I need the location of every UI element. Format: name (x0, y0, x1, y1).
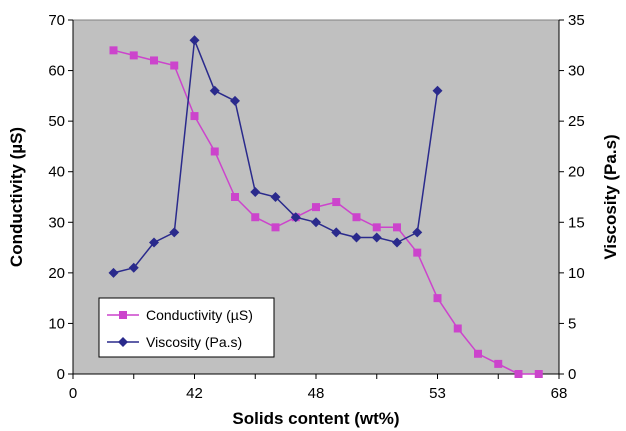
left-tick-label: 0 (57, 366, 65, 383)
right-tick-label: 0 (568, 366, 576, 383)
conductivity-point (494, 359, 503, 368)
x-tick-label: 0 (69, 385, 77, 402)
left-axis-title: Conductivity (µS) (7, 127, 26, 267)
conductivity-point (210, 147, 219, 156)
viscosity-point (128, 262, 139, 273)
conductivity-point (271, 223, 280, 232)
conductivity-point (372, 223, 381, 232)
right-tick-label: 30 (568, 63, 585, 80)
left-tick-label: 20 (48, 265, 65, 282)
viscosity-point (351, 232, 362, 243)
right-tick-label: 20 (568, 164, 585, 181)
conductivity-point (413, 248, 422, 257)
x-tick-label: 68 (551, 385, 568, 402)
right-tick-label: 35 (568, 12, 585, 29)
conductivity-point (251, 213, 260, 222)
legend-viscosity-label: Viscosity (Pa.s) (146, 334, 242, 350)
viscosity-point (331, 227, 342, 238)
x-tick-label: 42 (186, 385, 203, 402)
left-y-axis: 0 10 20 30 40 50 60 70 (48, 12, 74, 383)
x-tick-label: 53 (429, 385, 446, 402)
right-tick-label: 15 (568, 214, 585, 231)
conductivity-line (113, 49, 539, 375)
x-tick-label: 48 (308, 385, 325, 402)
conductivity-point (312, 203, 320, 212)
left-tick-label: 10 (48, 315, 65, 332)
viscosity-point (149, 237, 159, 248)
right-tick-label: 5 (568, 315, 576, 332)
conductivity-point (393, 223, 401, 232)
conductivity-point (129, 51, 138, 60)
series-layer (108, 35, 543, 378)
conductivity-point (231, 193, 239, 201)
viscosity-point (250, 186, 261, 197)
right-axis-title: Viscosity (Pa.s) (601, 134, 620, 259)
left-tick-label: 30 (48, 214, 65, 231)
viscosity-point (371, 232, 382, 243)
viscosity-series (108, 35, 443, 278)
viscosity-point (169, 227, 180, 238)
viscosity-point (311, 217, 321, 228)
viscosity-point (412, 227, 423, 238)
viscosity-point (270, 192, 281, 202)
viscosity-point (108, 267, 119, 278)
right-tick-label: 25 (568, 113, 585, 130)
conductivity-point (170, 61, 179, 70)
conductivity-point (453, 324, 462, 333)
conductivity-point (332, 198, 341, 207)
right-tick-label: 10 (568, 265, 585, 282)
legend-conductivity-label: Conductivity (µS) (146, 307, 253, 323)
conductivity-point (474, 349, 482, 358)
legend: Conductivity (µS) Viscosity (Pa.s) (98, 297, 275, 358)
viscosity-point (209, 85, 220, 96)
conductivity-point (190, 112, 199, 121)
legend-box (98, 297, 275, 358)
legend-viscosity-marker (118, 337, 128, 347)
conductivity-point (150, 56, 158, 65)
left-tick-label: 50 (48, 113, 65, 130)
x-axis: 0 42 48 53 68 (69, 373, 568, 402)
conductivity-point (433, 294, 442, 303)
viscosity-point (432, 85, 443, 96)
legend-conductivity-marker (119, 311, 127, 319)
conductivity-point (352, 213, 361, 222)
viscosity-point (189, 35, 200, 46)
left-tick-label: 60 (48, 63, 65, 80)
x-axis-title: Solids content (wt%) (232, 409, 399, 428)
viscosity-point (392, 237, 402, 248)
viscosity-point (290, 212, 301, 223)
left-tick-label: 70 (48, 12, 65, 29)
viscosity-point (230, 95, 240, 106)
conductivity-point (534, 370, 543, 378)
right-y-axis: 0 5 10 15 20 25 30 35 (558, 12, 585, 383)
conductivity-point (109, 46, 118, 55)
conductivity-point (514, 370, 523, 378)
left-tick-label: 40 (48, 164, 65, 181)
